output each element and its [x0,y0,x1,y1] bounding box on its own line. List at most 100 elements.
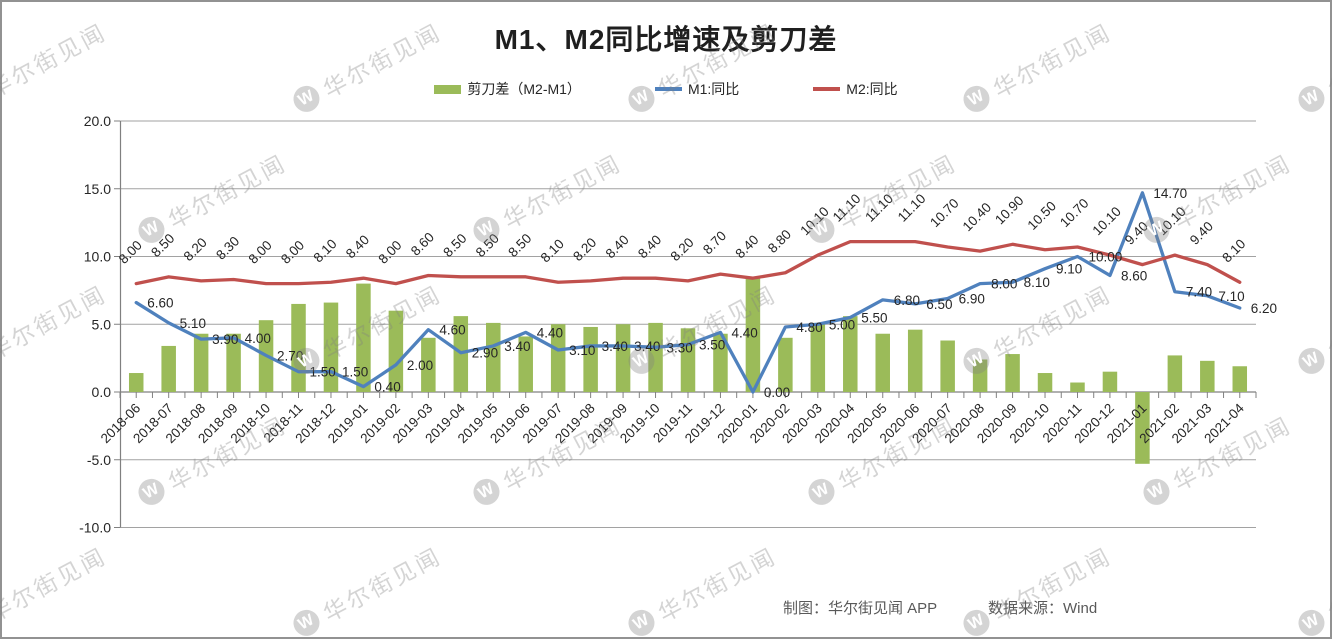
data-label: 5.10 [180,316,206,331]
data-label: 4.80 [796,320,822,335]
legend-swatch-bar [434,84,462,94]
bar [778,337,793,392]
data-label: 3.40 [602,339,628,354]
data-label: 11.10 [895,191,929,225]
data-label: 8.00 [278,238,307,267]
legend-item: M1:同比 [654,79,739,99]
bar [226,333,241,392]
bar [648,322,663,392]
bar [323,302,339,392]
y-tick-label: 20.0 [84,113,111,129]
data-label: 3.40 [634,339,660,354]
data-label: 6.90 [959,292,985,307]
data-label: 8.10 [1219,236,1248,265]
bar [1232,366,1248,392]
data-label: 10.10 [797,204,832,239]
y-tick-label: -10.0 [79,520,111,536]
data-label: 2.70 [277,348,303,363]
y-tick-label: 5.0 [92,316,112,332]
data-label: 3.10 [569,343,595,358]
data-label: 4.60 [439,323,465,338]
data-label: 10.70 [1057,196,1092,231]
data-label: 3.40 [504,339,530,354]
data-label: 10.00 [1088,250,1122,265]
data-label: 9.10 [1056,262,1082,277]
bar [550,324,566,392]
bar [1005,354,1020,392]
bar [875,333,890,392]
data-label: 1.50 [310,365,336,380]
bar [615,324,631,392]
data-label: 8.60 [408,229,437,258]
data-label: 10.10 [1089,204,1124,239]
data-label: 0.00 [764,385,790,400]
data-label: 2.90 [472,346,498,361]
bar [680,328,696,392]
bar [1102,371,1118,392]
bar [193,333,209,392]
data-label: 8.30 [213,233,242,262]
series-line [134,191,1242,394]
data-label: 3.30 [667,340,693,355]
data-label: 6.80 [894,293,920,308]
footer-source: 数据来源：Wind [988,600,1098,617]
bar [1135,392,1150,464]
series-line [134,239,1242,286]
data-label: 5.00 [829,317,855,332]
legend-swatch-line [654,87,682,91]
y-tick-label: -5.0 [87,452,111,468]
data-label: 8.50 [505,231,534,260]
data-label: 8.20 [570,235,599,264]
legend-label: 剪刀差（M2-M1） [467,81,581,97]
data-label: 8.00 [991,277,1017,292]
data-label: 4.00 [245,331,271,346]
legend-swatch-line [813,87,841,91]
chart-legend: 剪刀差（M2-M1） M1:同比 M2:同比 [0,79,1332,99]
y-tick-label: 10.0 [84,249,111,265]
data-label: 8.50 [148,231,177,260]
data-label: 4.40 [731,325,757,340]
data-label: 8.20 [181,235,210,264]
bar [907,329,923,392]
bar [486,322,501,392]
data-label: 8.10 [310,236,339,265]
bar [388,310,404,392]
legend-item: 剪刀差（M2-M1） [434,79,581,99]
bar [940,340,955,392]
data-label: 8.70 [700,228,729,257]
data-label: 3.90 [212,332,238,347]
bar [972,359,988,392]
data-label: 6.60 [147,296,173,311]
data-label: 6.50 [926,297,952,312]
data-label: 8.00 [246,238,275,267]
data-label: 10.70 [927,196,962,231]
data-label: 8.00 [375,238,404,267]
footer-credit: 制图：华尔街见闻 APP [783,600,938,617]
data-label: 8.20 [668,235,697,264]
legend-label: M2:同比 [846,81,898,97]
data-label: 8.10 [1024,275,1050,290]
data-label: 11.10 [830,191,864,225]
data-label: 2.00 [407,358,433,373]
bar [421,337,436,392]
data-label: 9.40 [1122,219,1151,248]
data-label: 8.60 [1121,268,1147,283]
bar [1200,360,1215,392]
bar [583,326,598,392]
bar [128,373,144,392]
data-label: 8.50 [440,231,469,260]
data-label: 10.10 [1154,204,1189,239]
legend-item: M2:同比 [813,79,898,99]
bar [1167,355,1183,392]
data-label: 6.20 [1251,301,1277,316]
bar [1037,373,1053,392]
data-label: 10.40 [960,200,995,235]
data-label: 0.40 [374,380,400,395]
bar [356,283,371,392]
data-label: 10.90 [992,193,1027,228]
data-label: 1.50 [342,365,368,380]
bar [843,316,858,392]
bar [745,278,761,392]
